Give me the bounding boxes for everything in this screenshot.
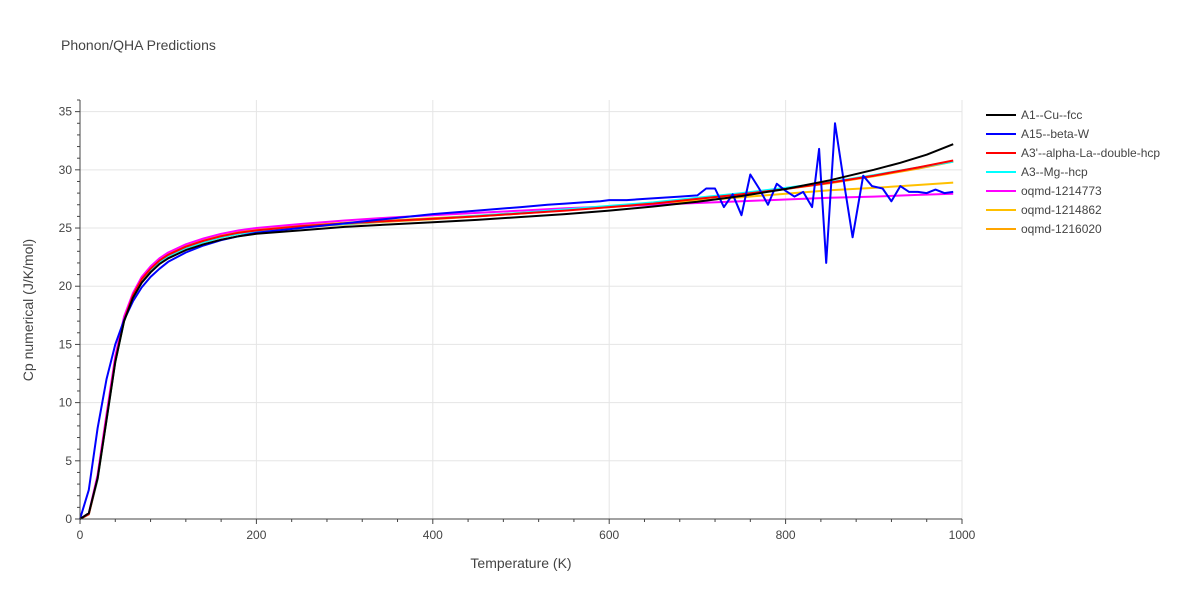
legend-label: oqmd-1214773 bbox=[1021, 184, 1102, 198]
x-tick-label: 1000 bbox=[949, 528, 976, 542]
legend-item[interactable]: oqmd-1214773 bbox=[986, 184, 1102, 198]
series-line-a3-mg-hcp[interactable] bbox=[79, 160, 954, 520]
legend-item[interactable]: A3--Mg--hcp bbox=[986, 165, 1088, 179]
chart-title: Phonon/QHA Predictions bbox=[61, 37, 216, 53]
x-axis-title: Temperature (K) bbox=[470, 555, 571, 571]
x-tick-label: 400 bbox=[423, 528, 443, 542]
x-tick-label: 600 bbox=[599, 528, 619, 542]
y-tick-label: 30 bbox=[59, 163, 73, 177]
y-tick-label: 5 bbox=[65, 454, 72, 468]
series-line-oqmd-1216020[interactable] bbox=[79, 160, 954, 520]
y-tick-label: 20 bbox=[59, 279, 73, 293]
x-tick-label: 800 bbox=[776, 528, 796, 542]
y-tick-label: 10 bbox=[59, 396, 73, 410]
series-line-a1-cu-fcc[interactable] bbox=[79, 143, 954, 520]
series-line-oqmd-1214773[interactable] bbox=[79, 192, 954, 520]
legend-label: A1--Cu--fcc bbox=[1021, 108, 1082, 122]
y-axis-title: Cp numerical (J/K/mol) bbox=[20, 239, 36, 381]
y-tick-label: 15 bbox=[59, 337, 73, 351]
legend-label: A3'--alpha-La--double-hcp bbox=[1021, 146, 1160, 160]
y-tick-label: 25 bbox=[59, 221, 73, 235]
legend-item[interactable]: A15--beta-W bbox=[986, 127, 1090, 141]
grid bbox=[80, 100, 963, 519]
axes: 0 200 400 600 800 1000 0 5 10 15 20 25 30 35 bbox=[59, 99, 976, 542]
legend[interactable]: A1--Cu--fcc A15--beta-W A3'--alpha-La--dou… bbox=[986, 108, 1160, 236]
x-tick-label: 200 bbox=[246, 528, 266, 542]
series-line-oqmd-1214862[interactable] bbox=[79, 181, 954, 520]
legend-label: oqmd-1214862 bbox=[1021, 203, 1102, 217]
series-line-a15-beta-w[interactable] bbox=[79, 122, 954, 520]
y-tick-label: 35 bbox=[59, 105, 73, 119]
plot-area bbox=[79, 122, 954, 520]
legend-item[interactable]: A3'--alpha-La--double-hcp bbox=[986, 146, 1160, 160]
legend-label: A3--Mg--hcp bbox=[1021, 165, 1088, 179]
legend-label: A15--beta-W bbox=[1021, 127, 1090, 141]
legend-item[interactable]: oqmd-1214862 bbox=[986, 203, 1102, 217]
legend-label: oqmd-1216020 bbox=[1021, 222, 1102, 236]
y-tick-label: 0 bbox=[65, 512, 72, 526]
x-tick-label: 0 bbox=[77, 528, 84, 542]
legend-item[interactable]: A1--Cu--fcc bbox=[986, 108, 1082, 122]
legend-item[interactable]: oqmd-1216020 bbox=[986, 222, 1102, 236]
